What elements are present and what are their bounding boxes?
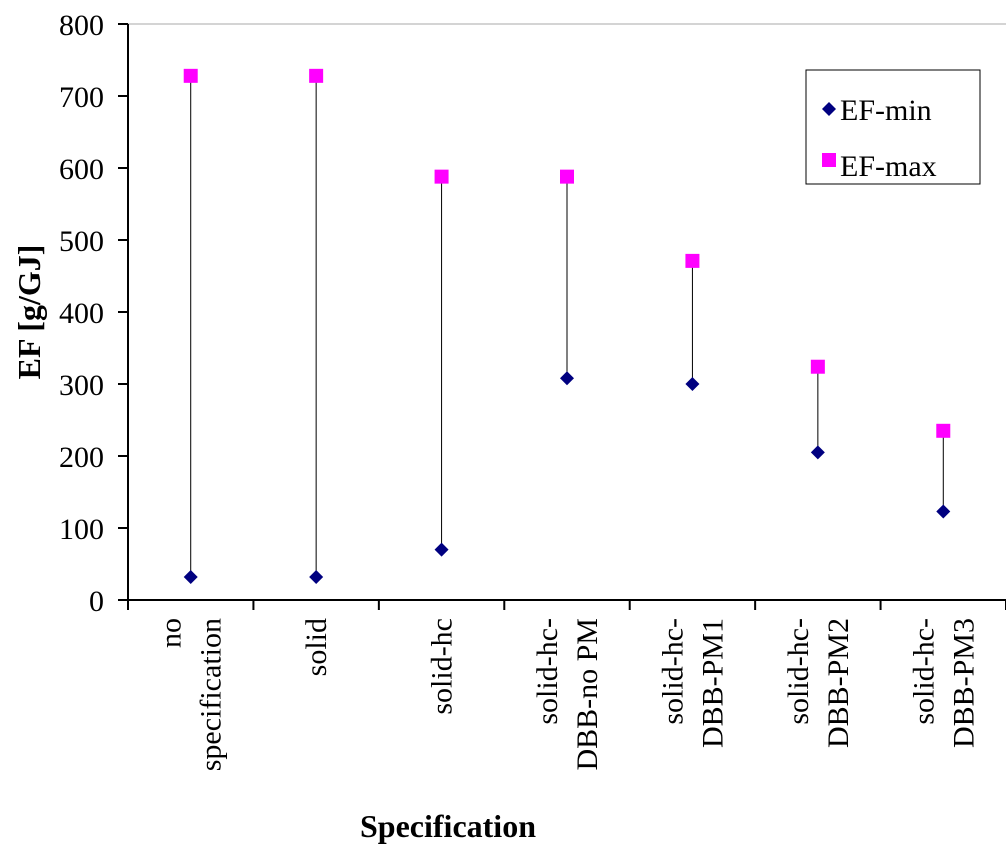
x-tick-label-line: solid-hc- — [782, 618, 815, 725]
series-ef-max — [183, 68, 951, 438]
y-tick-label: 600 — [59, 153, 104, 186]
legend-item-ef-min: EF-min — [822, 94, 932, 127]
x-axis: no specification solid solid-hc solid-hc- DBB… — [127, 599, 1006, 771]
y-tick-label: 200 — [59, 441, 104, 474]
legend-label-ef-min: EF-min — [840, 94, 932, 127]
data-markers — [183, 68, 951, 584]
legend-marker-ef-max — [822, 153, 836, 167]
x-tick-label-line: DBB-no PM — [571, 618, 604, 771]
x-tick-label: solid-hc- DBB-PM1 — [656, 618, 729, 748]
x-tick-label-line: solid-hc- — [531, 618, 564, 725]
legend-item-ef-max: EF-max — [822, 150, 937, 183]
point-ef-min — [434, 542, 449, 557]
point-ef-min — [560, 371, 574, 386]
y-tick-label: 0 — [89, 585, 104, 618]
y-tick-label: 400 — [59, 297, 104, 330]
point-ef-min — [183, 569, 198, 584]
x-tick-label-line: DBB-PM2 — [822, 618, 855, 748]
point-ef-max — [810, 359, 825, 374]
y-tick-label: 800 — [59, 9, 104, 42]
legend-label-ef-max: EF-max — [840, 150, 937, 183]
point-ef-max — [183, 68, 198, 83]
x-tick-label: solid-hc- DBB-no PM — [531, 618, 604, 771]
range-lines — [190, 75, 944, 577]
x-tick-label-line: solid — [300, 618, 333, 676]
point-ef-min — [936, 504, 951, 519]
y-axis-title: EF [g/GJ] — [11, 245, 47, 380]
point-ef-max — [434, 169, 449, 184]
x-tick-label: solid — [300, 618, 333, 676]
point-ef-min — [309, 569, 324, 584]
x-tick-label-line: solid-hc- — [907, 618, 940, 725]
point-ef-min — [685, 377, 700, 391]
y-tick-label: 700 — [59, 81, 104, 114]
x-tick-label-line: DBB-PM3 — [947, 618, 980, 748]
legend: EF-min EF-max — [805, 69, 981, 185]
legend-marker-ef-min — [822, 102, 836, 116]
x-tick-label-line: solid-hc- — [656, 618, 689, 725]
y-tick-label: 300 — [59, 369, 104, 402]
y-tick-label: 100 — [59, 513, 104, 546]
x-tick-label-line: specification — [195, 618, 228, 771]
point-ef-max — [936, 423, 951, 438]
point-ef-max — [560, 169, 574, 184]
y-axis: 0 100 200 300 400 500 600 700 800 — [59, 9, 129, 618]
point-ef-min — [810, 445, 825, 460]
x-tick-label-line: no — [155, 618, 188, 648]
point-ef-max — [685, 253, 700, 268]
x-tick-label: solid-hc- DBB-PM3 — [907, 618, 980, 748]
x-axis-title: Specification — [360, 808, 536, 844]
x-tick-label-line: solid-hc — [426, 618, 459, 715]
x-tick-label: no specification — [155, 618, 228, 771]
series-ef-min — [183, 371, 951, 584]
point-ef-max — [309, 68, 324, 83]
x-tick-label-line: DBB-PM1 — [696, 618, 729, 748]
y-tick-label: 500 — [59, 225, 104, 258]
x-tick-label: solid-hc — [426, 618, 459, 715]
x-tick-label: solid-hc- DBB-PM2 — [782, 618, 855, 748]
